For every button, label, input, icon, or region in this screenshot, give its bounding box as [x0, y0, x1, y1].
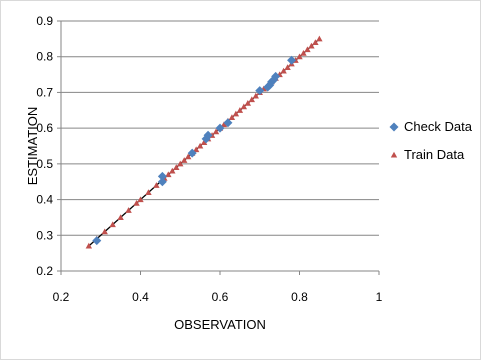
legend-marker-train-data [390, 151, 398, 158]
train-data-point [304, 46, 311, 53]
legend-label-check-data: Check Data [404, 119, 473, 134]
train-data-point [145, 189, 152, 195]
train-data-point [85, 242, 93, 249]
check-data-point [92, 236, 102, 246]
train-data-point [196, 142, 204, 149]
train-data-point [280, 67, 287, 74]
check-data-point [157, 177, 167, 187]
train-data-point [153, 182, 160, 188]
check-data-point [215, 123, 225, 133]
train-data-point [117, 214, 124, 220]
check-data-point [223, 118, 233, 128]
train-data-point [312, 39, 319, 45]
train-data-point [125, 207, 132, 213]
x-axis-title: OBSERVATION [174, 317, 266, 332]
y-tick-label: 0.7 [36, 85, 53, 99]
train-data-point [232, 110, 240, 117]
train-data-point [220, 121, 228, 128]
train-data-point [200, 139, 208, 145]
train-data-point [248, 96, 255, 103]
y-tick-label: 0.6 [36, 121, 53, 135]
train-data-point [185, 153, 192, 160]
train-data-point [137, 196, 144, 203]
train-data-point [252, 92, 259, 99]
train-data-point [236, 107, 244, 113]
check-data-point [187, 148, 197, 158]
x-tick-label: 1 [376, 290, 383, 304]
train-data-point [228, 114, 236, 120]
train-data-point [284, 64, 291, 70]
train-data-point [244, 99, 252, 106]
train-data-point [181, 157, 188, 163]
check-data-point [271, 71, 281, 81]
x-tick-label: 0.8 [291, 290, 308, 304]
y-tick-label: 0.3 [36, 228, 53, 242]
x-tick-label: 0.2 [53, 290, 70, 304]
train-data-point [212, 128, 220, 135]
check-data-point [203, 130, 213, 140]
check-data-point [157, 171, 167, 181]
check-data-point [255, 86, 265, 96]
x-tick-label: 0.6 [212, 290, 229, 304]
train-data-point [177, 160, 184, 167]
train-data-point [101, 228, 108, 235]
y-tick-label: 0.8 [36, 50, 53, 64]
train-data-point [165, 171, 172, 178]
train-data-point [109, 221, 116, 228]
y-axis-title: ESTIMATION [25, 107, 40, 185]
legend-label-train-data: Train Data [404, 147, 465, 162]
legend-marker-check-data [389, 122, 399, 132]
y-tick-label: 0.5 [36, 157, 53, 171]
y-tick-label: 0.4 [36, 193, 53, 207]
train-data-point [192, 146, 200, 153]
train-data-point [300, 49, 307, 56]
train-data-point [308, 42, 315, 49]
y-tick-label: 0.9 [36, 14, 53, 28]
train-data-point [169, 167, 176, 174]
train-data-point [296, 53, 303, 60]
x-tick-label: 0.4 [132, 290, 149, 304]
y-tick-label: 0.2 [36, 264, 53, 278]
train-data-point [240, 103, 248, 110]
check-data-point [287, 55, 297, 65]
train-data-point [133, 199, 140, 206]
train-data-point [173, 164, 180, 170]
train-data-point [316, 35, 323, 42]
